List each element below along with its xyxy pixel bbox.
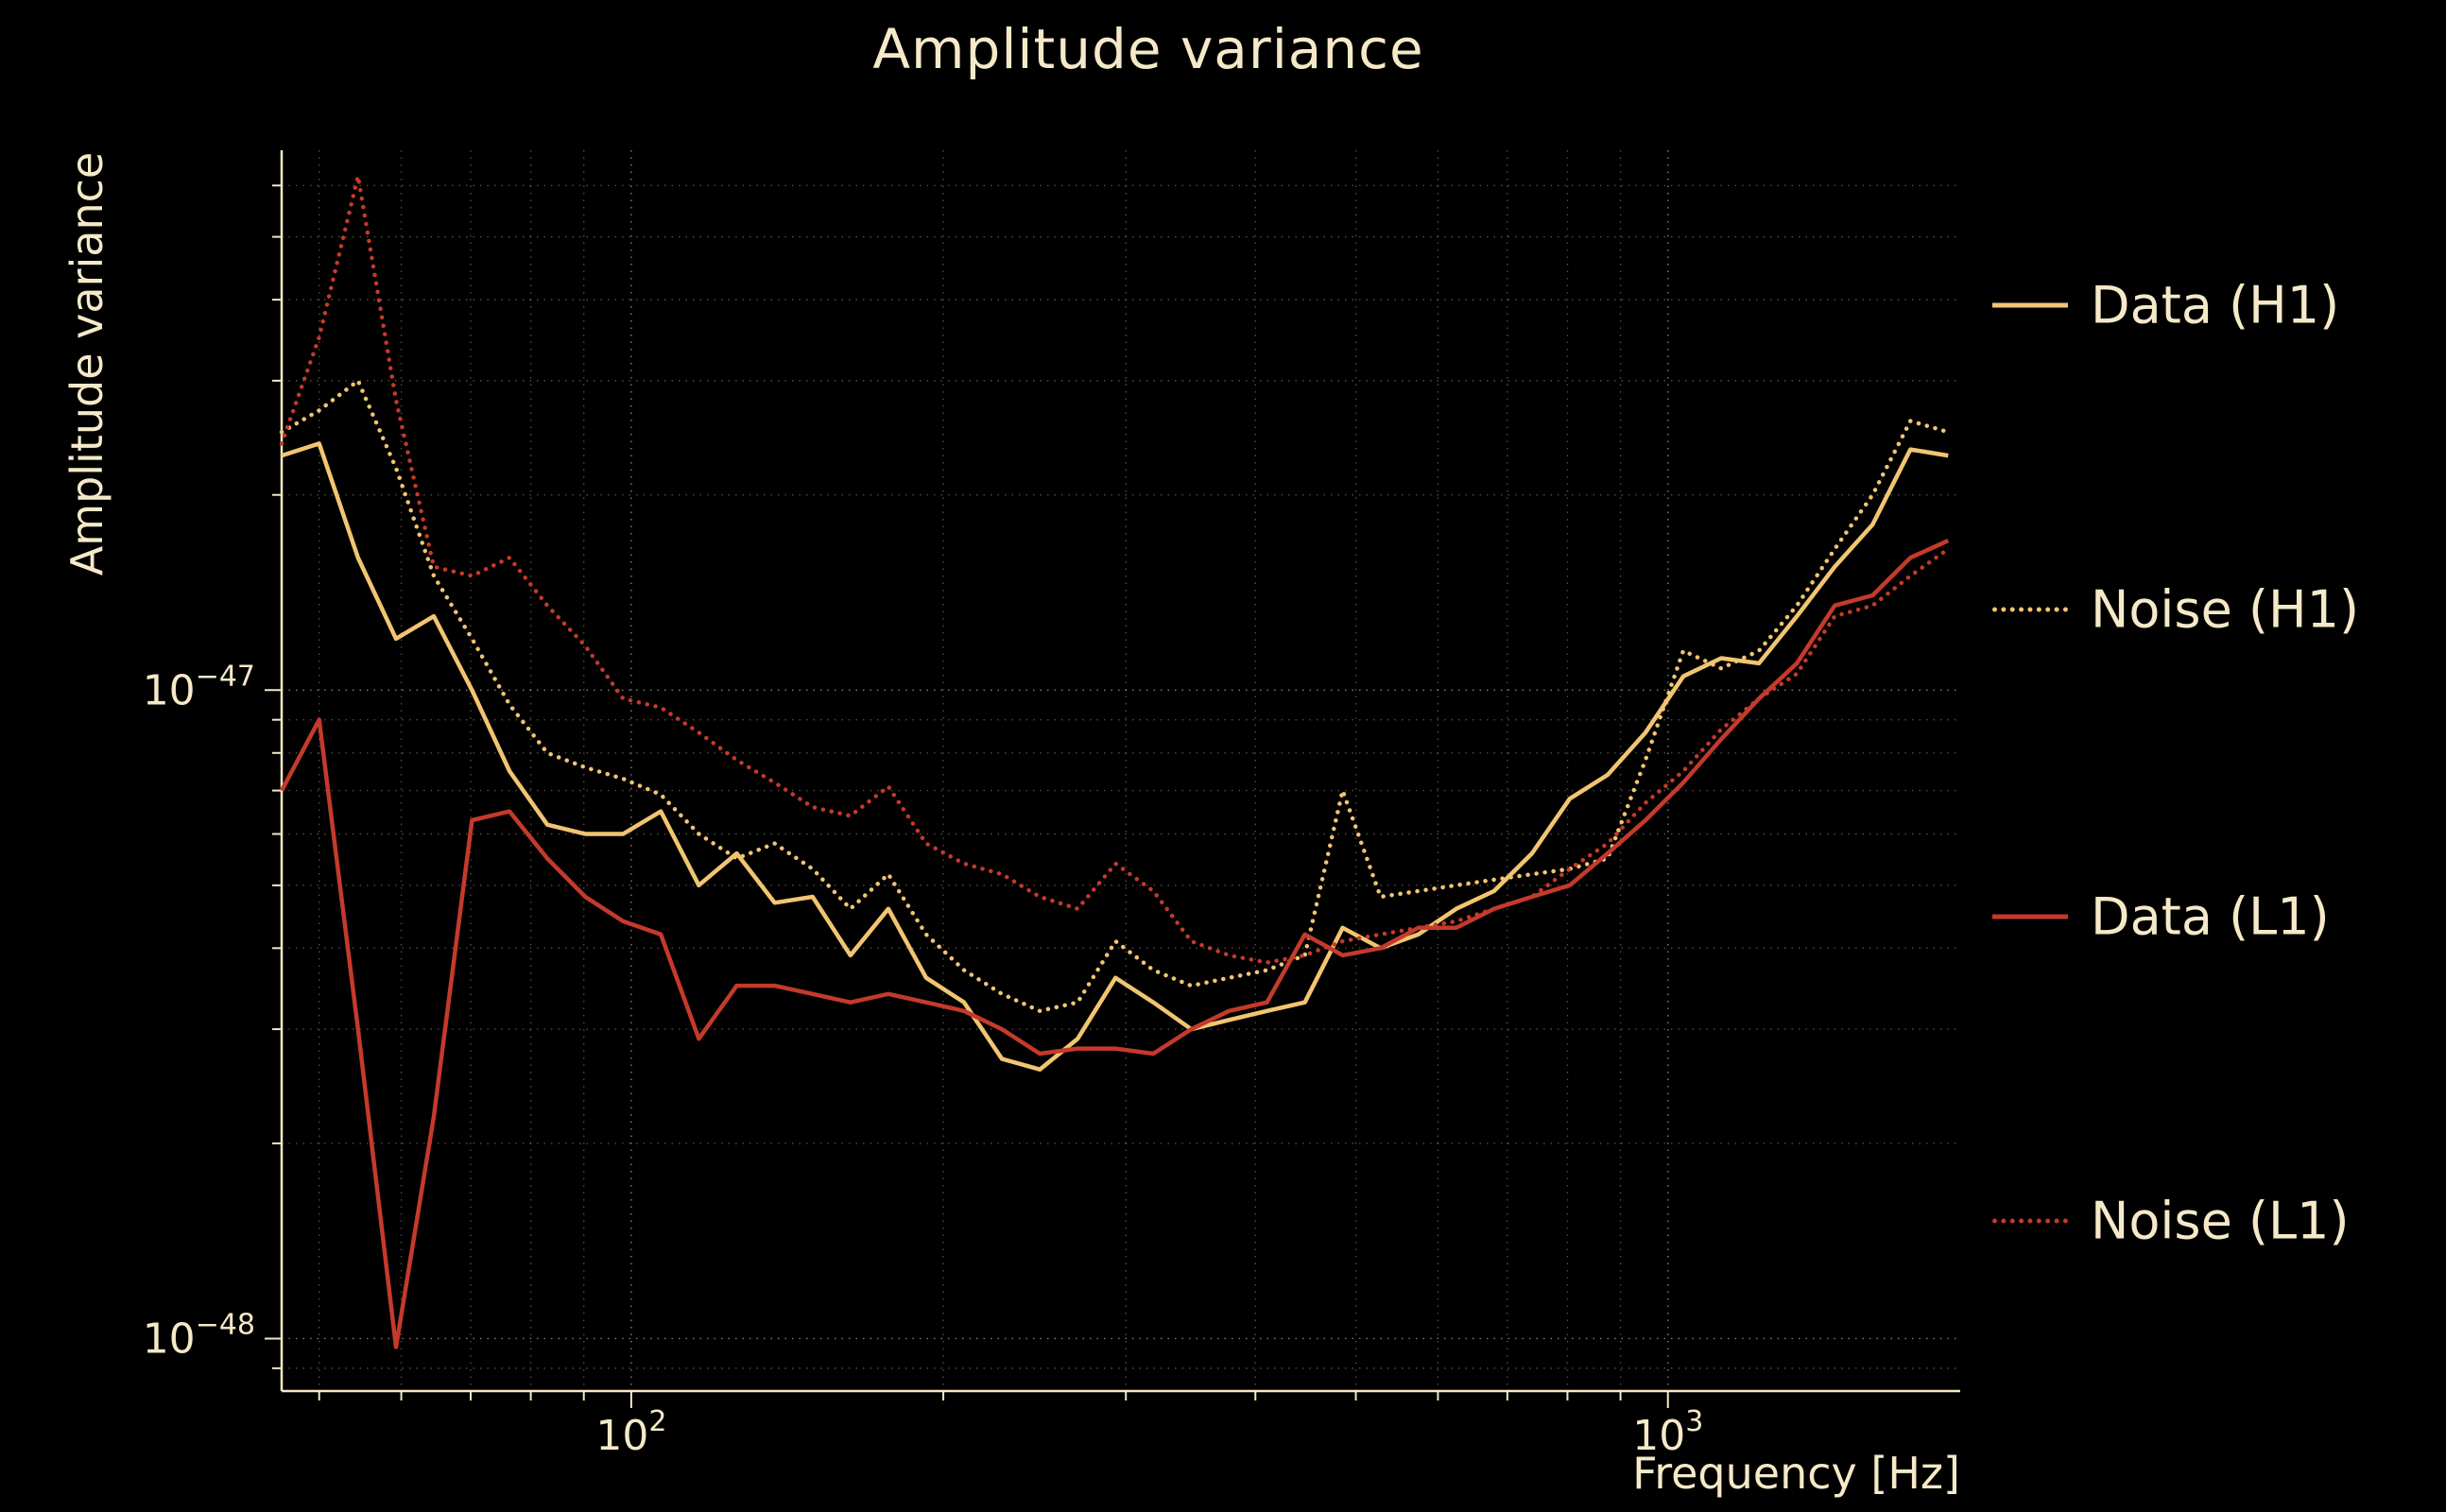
series-line-noise-h1 [279, 378, 1951, 1014]
y-tick-label: 10−47 [143, 660, 255, 714]
series-line-noise-l1 [279, 174, 1951, 965]
legend-label-data-l1: Data (L1) [2091, 886, 2330, 947]
gridlines [282, 150, 1960, 1391]
x-tick-label: 102 [595, 1405, 666, 1460]
y-axis-label: Amplitude variance [61, 151, 112, 576]
legend-label-noise-l1: Noise (L1) [2091, 1191, 2350, 1251]
legend-item-data-l1: Data (L1) [1992, 887, 2330, 947]
legend-line-sample-data-h1 [1992, 302, 2068, 308]
legend-label-noise-h1: Noise (H1) [2091, 579, 2360, 640]
legend-line-sample-noise-l1 [1992, 1218, 2068, 1224]
x-tick-label: 103 [1632, 1405, 1703, 1460]
series-line-data-l1 [280, 539, 1950, 1349]
chart-title: Amplitude variance [872, 17, 1424, 81]
legend-item-noise-l1: Noise (L1) [1992, 1192, 2350, 1251]
legend-line-sample-noise-h1 [1992, 607, 2068, 612]
series-line-data-h1 [281, 441, 1949, 1072]
legend-item-data-h1: Data (H1) [1992, 276, 2339, 335]
axes-spines [280, 150, 1960, 1393]
legend-item-noise-h1: Noise (H1) [1992, 580, 2359, 640]
legend-line-sample-data-l1 [1992, 914, 2068, 919]
y-tick-label: 10−48 [143, 1308, 255, 1363]
legend-label-data-h1: Data (H1) [2091, 275, 2340, 335]
x-axis-label: Frequency [Hz] [1632, 1448, 1960, 1499]
tick-marks [265, 184, 1669, 1408]
